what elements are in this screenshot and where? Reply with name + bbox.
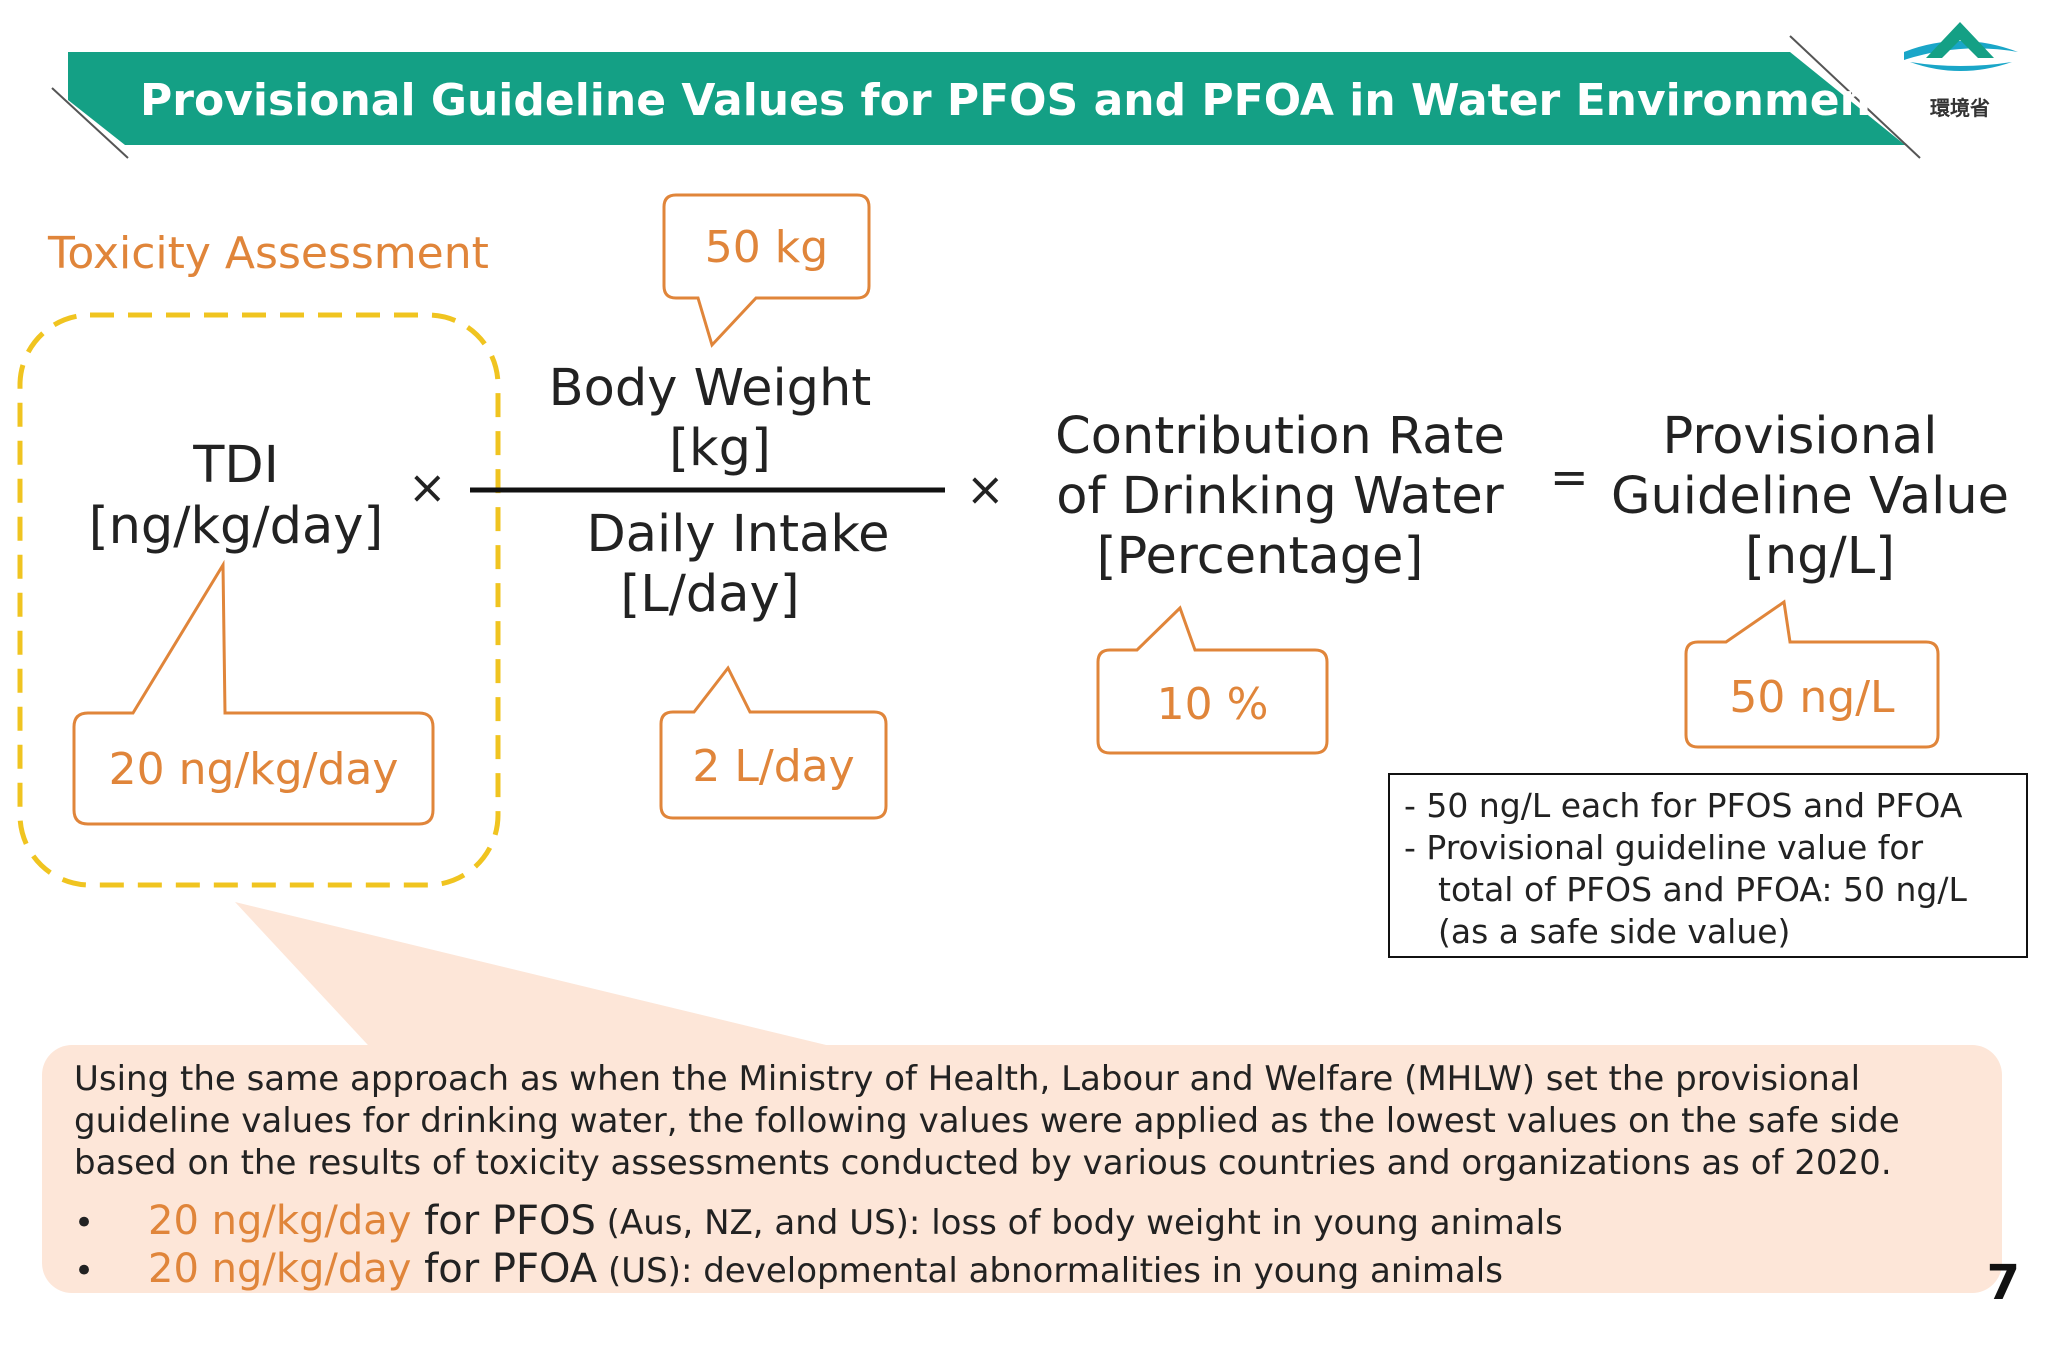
ministry-logo-icon [1904, 22, 2018, 71]
note-line-3: total of PFOS and PFOA: 50 ng/L [1438, 870, 1967, 909]
body-weight-unit: [kg] [669, 419, 771, 478]
header-edge-right [1789, 35, 1921, 159]
tdi-term: TDI [193, 436, 279, 495]
note-line-4: (as a safe side value) [1438, 912, 1791, 951]
page-number: 7 [1986, 1255, 2020, 1311]
tdi-unit: [ng/kg/day] [88, 497, 384, 556]
bullet-marker: • [74, 1203, 95, 1243]
callout-intake-value: 2 L/day [692, 741, 855, 792]
bullet-pfos-detail: (Aus, NZ, and US): loss of body weight i… [595, 1203, 1563, 1243]
equals-sign: = [1550, 450, 1589, 504]
slide-title: Provisional Guideline Values for PFOS an… [140, 75, 1893, 126]
bullet-pfoa-value: 20 ng/kg/day [148, 1246, 412, 1292]
daily-intake-unit: [L/day] [620, 565, 800, 624]
bullet-pfoa: • 20 ng/kg/day for PFOA (US): development… [74, 1246, 1503, 1292]
callout-tdi [72, 559, 435, 826]
callout-result-value: 50 ng/L [1729, 672, 1895, 723]
callout-result [1684, 599, 1940, 749]
bullet-pfoa-compound: for PFOA [411, 1246, 598, 1292]
bullet-pfos-compound: for PFOS [411, 1198, 596, 1244]
ministry-logo-text: 環境省 [1930, 96, 1990, 120]
note-line-1: - 50 ng/L each for PFOS and PFOA [1404, 786, 1963, 825]
body-weight-term: Body Weight [548, 359, 872, 418]
bullet-pfos-value: 20 ng/kg/day [148, 1198, 412, 1244]
contribution-line1: Contribution Rate [1055, 407, 1505, 466]
panel-paragraph: Using the same approach as when the Mini… [74, 1059, 1900, 1183]
panel-background [42, 1045, 2002, 1293]
contribution-line2: of Drinking Water [1056, 467, 1504, 526]
callout-contribution [1096, 605, 1329, 755]
callout-daily-intake [659, 665, 888, 820]
result-line1: Provisional [1662, 407, 1938, 466]
callout-contribution-value: 10 % [1156, 679, 1269, 730]
header-band [68, 52, 1905, 145]
multiply-sign-2: × [966, 462, 1005, 516]
daily-intake-term: Daily Intake [586, 505, 890, 564]
toxicity-assessment-label: Toxicity Assessment [48, 228, 489, 279]
bullet-marker: • [74, 1251, 95, 1291]
bullet-pfoa-detail: (US): developmental abnormalities in you… [597, 1251, 1503, 1291]
multiply-sign-1: × [408, 460, 447, 514]
guideline-note-box: - 50 ng/L each for PFOS and PFOA - Provi… [1388, 773, 2028, 958]
callout-tdi-value: 20 ng/kg/day [108, 744, 399, 795]
contribution-unit: [Percentage] [1096, 527, 1424, 586]
bullet-pfos: • 20 ng/kg/day for PFOS (Aus, NZ, and US)… [74, 1198, 1563, 1244]
note-line-2: - Provisional guideline value for [1404, 828, 1924, 867]
panel-pointer [235, 902, 880, 1058]
result-unit: [ng/L] [1744, 527, 1896, 586]
callout-body-weight-value: 50 kg [704, 222, 829, 273]
toxicity-dashed-box [17, 312, 501, 888]
result-line2: Guideline Value [1610, 467, 2010, 526]
callout-body-weight [662, 193, 871, 348]
header-edge-left [51, 87, 129, 159]
